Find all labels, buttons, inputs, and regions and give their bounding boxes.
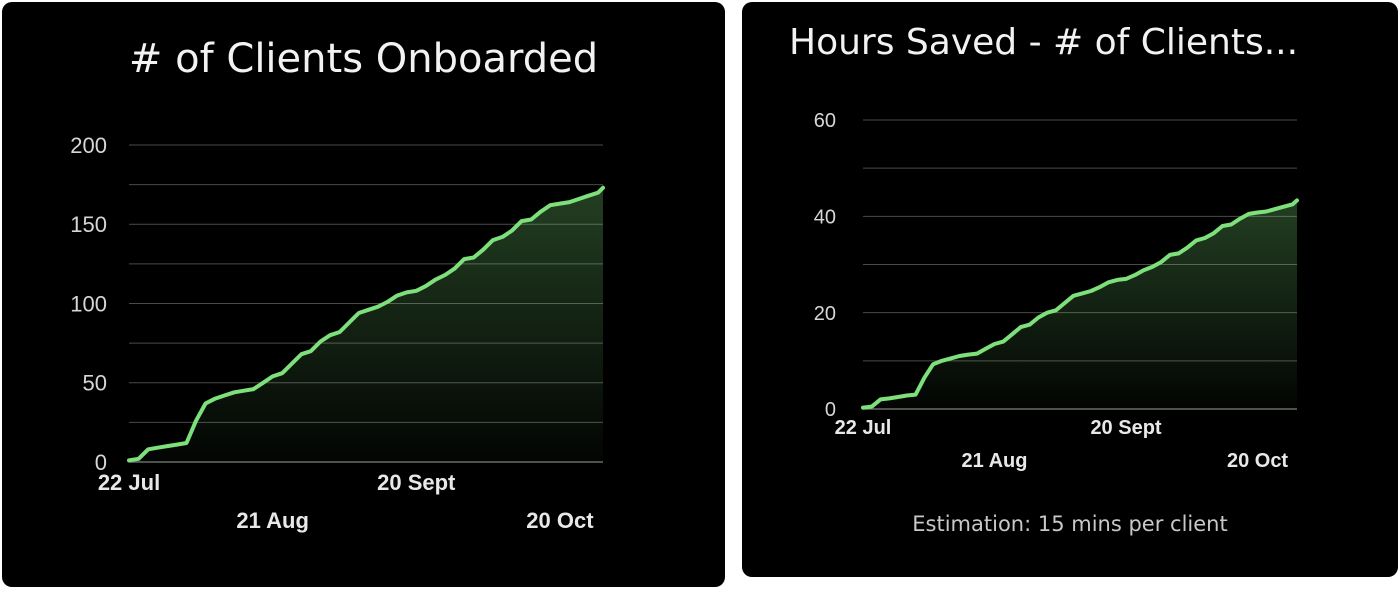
x-tick-label: 22 Jul bbox=[835, 417, 892, 439]
y-tick-label: 100 bbox=[70, 291, 107, 316]
series-line bbox=[861, 198, 1299, 410]
chart-title: # of Clients Onboarded bbox=[128, 36, 599, 82]
chart-panel-clients-onboarded: # of Clients Onboarded 0 50 100 150 200 22 Ju… bbox=[2, 2, 725, 587]
x-tick-label: 22 Jul bbox=[98, 470, 160, 495]
chart-annotation: Estimation: 15 mins per client bbox=[912, 512, 1228, 536]
x-tick-label: 21 Aug bbox=[962, 450, 1028, 472]
x-tick-label: 20 Oct bbox=[526, 508, 594, 533]
x-tick-label: 21 Aug bbox=[236, 508, 309, 533]
y-tick-label: 0 bbox=[825, 399, 836, 421]
chart-panel-hours-saved: Hours Saved - # of Clients... 0 20 40 60 22 … bbox=[742, 2, 1398, 577]
y-tick-label: 0 bbox=[95, 450, 107, 475]
y-tick-label: 60 bbox=[814, 110, 836, 132]
hours-saved-chart: 0 20 40 60 22 Jul 21 Aug 20 Sept 20 Oct bbox=[814, 110, 1299, 472]
y-tick-label: 150 bbox=[70, 212, 107, 237]
y-tick-label: 50 bbox=[83, 371, 107, 396]
chart-title: Hours Saved - # of Clients... bbox=[789, 22, 1299, 63]
x-tick-label: 20 Sept bbox=[1090, 417, 1161, 439]
x-tick-label: 20 Sept bbox=[377, 470, 456, 495]
x-tick-label: 20 Oct bbox=[1227, 450, 1288, 472]
y-tick-label: 40 bbox=[814, 207, 836, 229]
y-tick-label: 20 bbox=[814, 303, 836, 325]
y-tick-label: 200 bbox=[70, 133, 107, 158]
series-line bbox=[127, 185, 605, 463]
series-area bbox=[129, 187, 603, 463]
series-area bbox=[863, 200, 1297, 409]
clients-onboarded-chart: 0 50 100 150 200 22 Jul 21 Aug 20 Sept 20 Oct bbox=[70, 133, 605, 533]
